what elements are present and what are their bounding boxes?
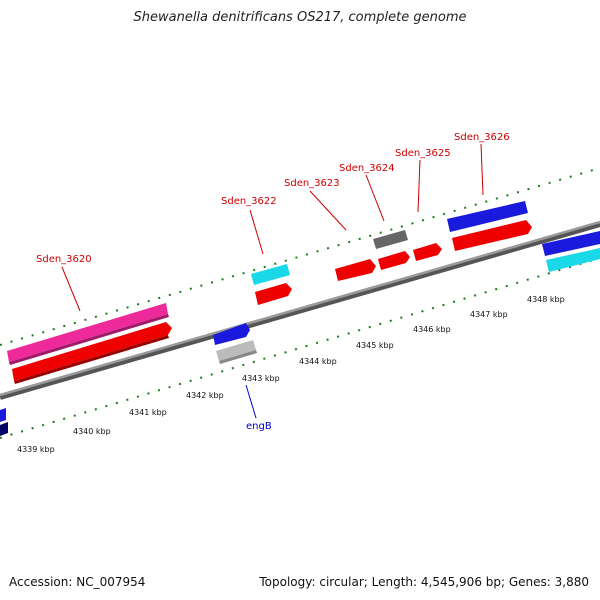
feature-sden-3620-cds[interactable] [12,322,172,384]
label-sden-3626: Sden_3626 [454,132,510,143]
kbp-label-4348: 4348 kbp [527,295,565,304]
label-sden-3625: Sden_3625 [395,148,451,159]
kbp-label-4344: 4344 kbp [299,357,337,366]
map-title: Shewanella denitrificans OS217, complete… [133,10,467,25]
feature-sden-3624-cds[interactable] [378,251,410,270]
feature-sden-3623-cds[interactable] [335,259,376,281]
label-sden-3620: Sden_3620 [36,254,92,265]
label-sden-3623: Sden_3623 [284,178,340,189]
genome-backbone [0,220,600,400]
kbp-label-4343: 4343 kbp [242,374,280,383]
leader-lines [61,143,484,419]
feature-sden-3626-cds[interactable] [452,220,532,251]
label-sden-3624: Sden_3624 [339,163,395,174]
feature-sden-3622-cds[interactable] [255,283,292,305]
kbp-label-4342: 4342 kbp [186,391,224,400]
feature-sden-3624-gene[interactable] [373,230,408,249]
feature-right-blue-gene[interactable] [542,231,600,256]
feature-left-navy-genes[interactable] [0,408,8,436]
feature-sden-3620-gene[interactable] [7,303,169,365]
label-engb: engB [246,421,272,432]
label-sden-3622: Sden_3622 [221,196,277,207]
feature-sden-3626-gene[interactable] [447,201,528,232]
accession-text: Accession: NC_007954 [9,575,146,589]
kbp-label-4341: 4341 kbp [129,408,167,417]
kbp-label-4339: 4339 kbp [17,445,55,454]
kbp-label-4347: 4347 kbp [470,310,508,319]
feature-sden-3622-gene[interactable] [251,264,290,285]
genome-summary-text: Topology: circular; Length: 4,545,906 bp… [259,575,589,589]
feature-engb-gene[interactable] [213,323,250,345]
kbp-label-4346: 4346 kbp [413,325,451,334]
feature-right-cyan-gene[interactable] [546,248,600,272]
kbp-label-4340: 4340 kbp [73,427,111,436]
feature-engb-cds[interactable] [216,340,257,364]
kbp-label-4345: 4345 kbp [356,341,394,350]
feature-sden-3625-cds[interactable] [413,243,442,261]
